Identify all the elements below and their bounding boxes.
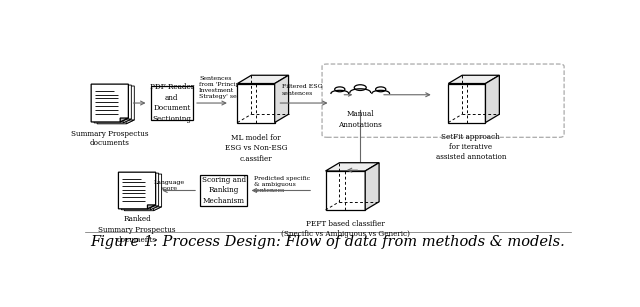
Polygon shape	[326, 163, 379, 171]
Polygon shape	[237, 84, 275, 122]
Polygon shape	[275, 75, 289, 122]
Text: Ranked
Summary Prospectus
documents: Ranked Summary Prospectus documents	[99, 215, 176, 244]
Text: Scoring and
Ranking
Mechanism: Scoring and Ranking Mechanism	[202, 176, 246, 205]
Text: Figure 1: Process Design: Flow of data from methods & models.: Figure 1: Process Design: Flow of data f…	[91, 235, 565, 250]
Polygon shape	[124, 174, 161, 211]
Polygon shape	[154, 207, 161, 211]
Polygon shape	[150, 206, 159, 210]
Polygon shape	[448, 84, 486, 122]
Polygon shape	[237, 75, 289, 84]
Polygon shape	[126, 120, 134, 124]
Polygon shape	[365, 163, 379, 210]
Polygon shape	[326, 171, 365, 210]
FancyBboxPatch shape	[150, 86, 193, 120]
Text: Language
score: Language score	[154, 180, 185, 191]
Polygon shape	[120, 118, 129, 122]
Polygon shape	[147, 205, 156, 209]
Polygon shape	[91, 84, 129, 122]
Polygon shape	[94, 85, 131, 123]
FancyBboxPatch shape	[200, 175, 248, 206]
Text: Summary Prospectus
documents: Summary Prospectus documents	[71, 130, 148, 147]
Polygon shape	[122, 173, 159, 210]
Text: ML model for
ESG vs Non-ESG
c.assifier: ML model for ESG vs Non-ESG c.assifier	[225, 134, 287, 163]
Text: PEFT based classifier
(Specific vs Ambiguous vs Generic): PEFT based classifier (Specific vs Ambig…	[281, 220, 410, 239]
Text: Manual
Annotations: Manual Annotations	[339, 110, 382, 129]
Polygon shape	[123, 119, 131, 123]
Text: SetFit approach
for iterative
assisted annotation: SetFit approach for iterative assisted a…	[436, 133, 506, 161]
Text: PDF Reader
and
Document
Sectioning: PDF Reader and Document Sectioning	[150, 84, 194, 122]
Text: Sentences
from 'Principal
Investment
Strategy' section: Sentences from 'Principal Investment Str…	[199, 76, 252, 99]
Polygon shape	[118, 172, 156, 209]
Text: Filtered ESG
sentences: Filtered ESG sentences	[282, 84, 323, 95]
Polygon shape	[448, 75, 499, 84]
Polygon shape	[97, 86, 134, 124]
Text: Predicted specific
& ambiguous
sentences: Predicted specific & ambiguous sentences	[253, 176, 310, 193]
Polygon shape	[486, 75, 499, 122]
